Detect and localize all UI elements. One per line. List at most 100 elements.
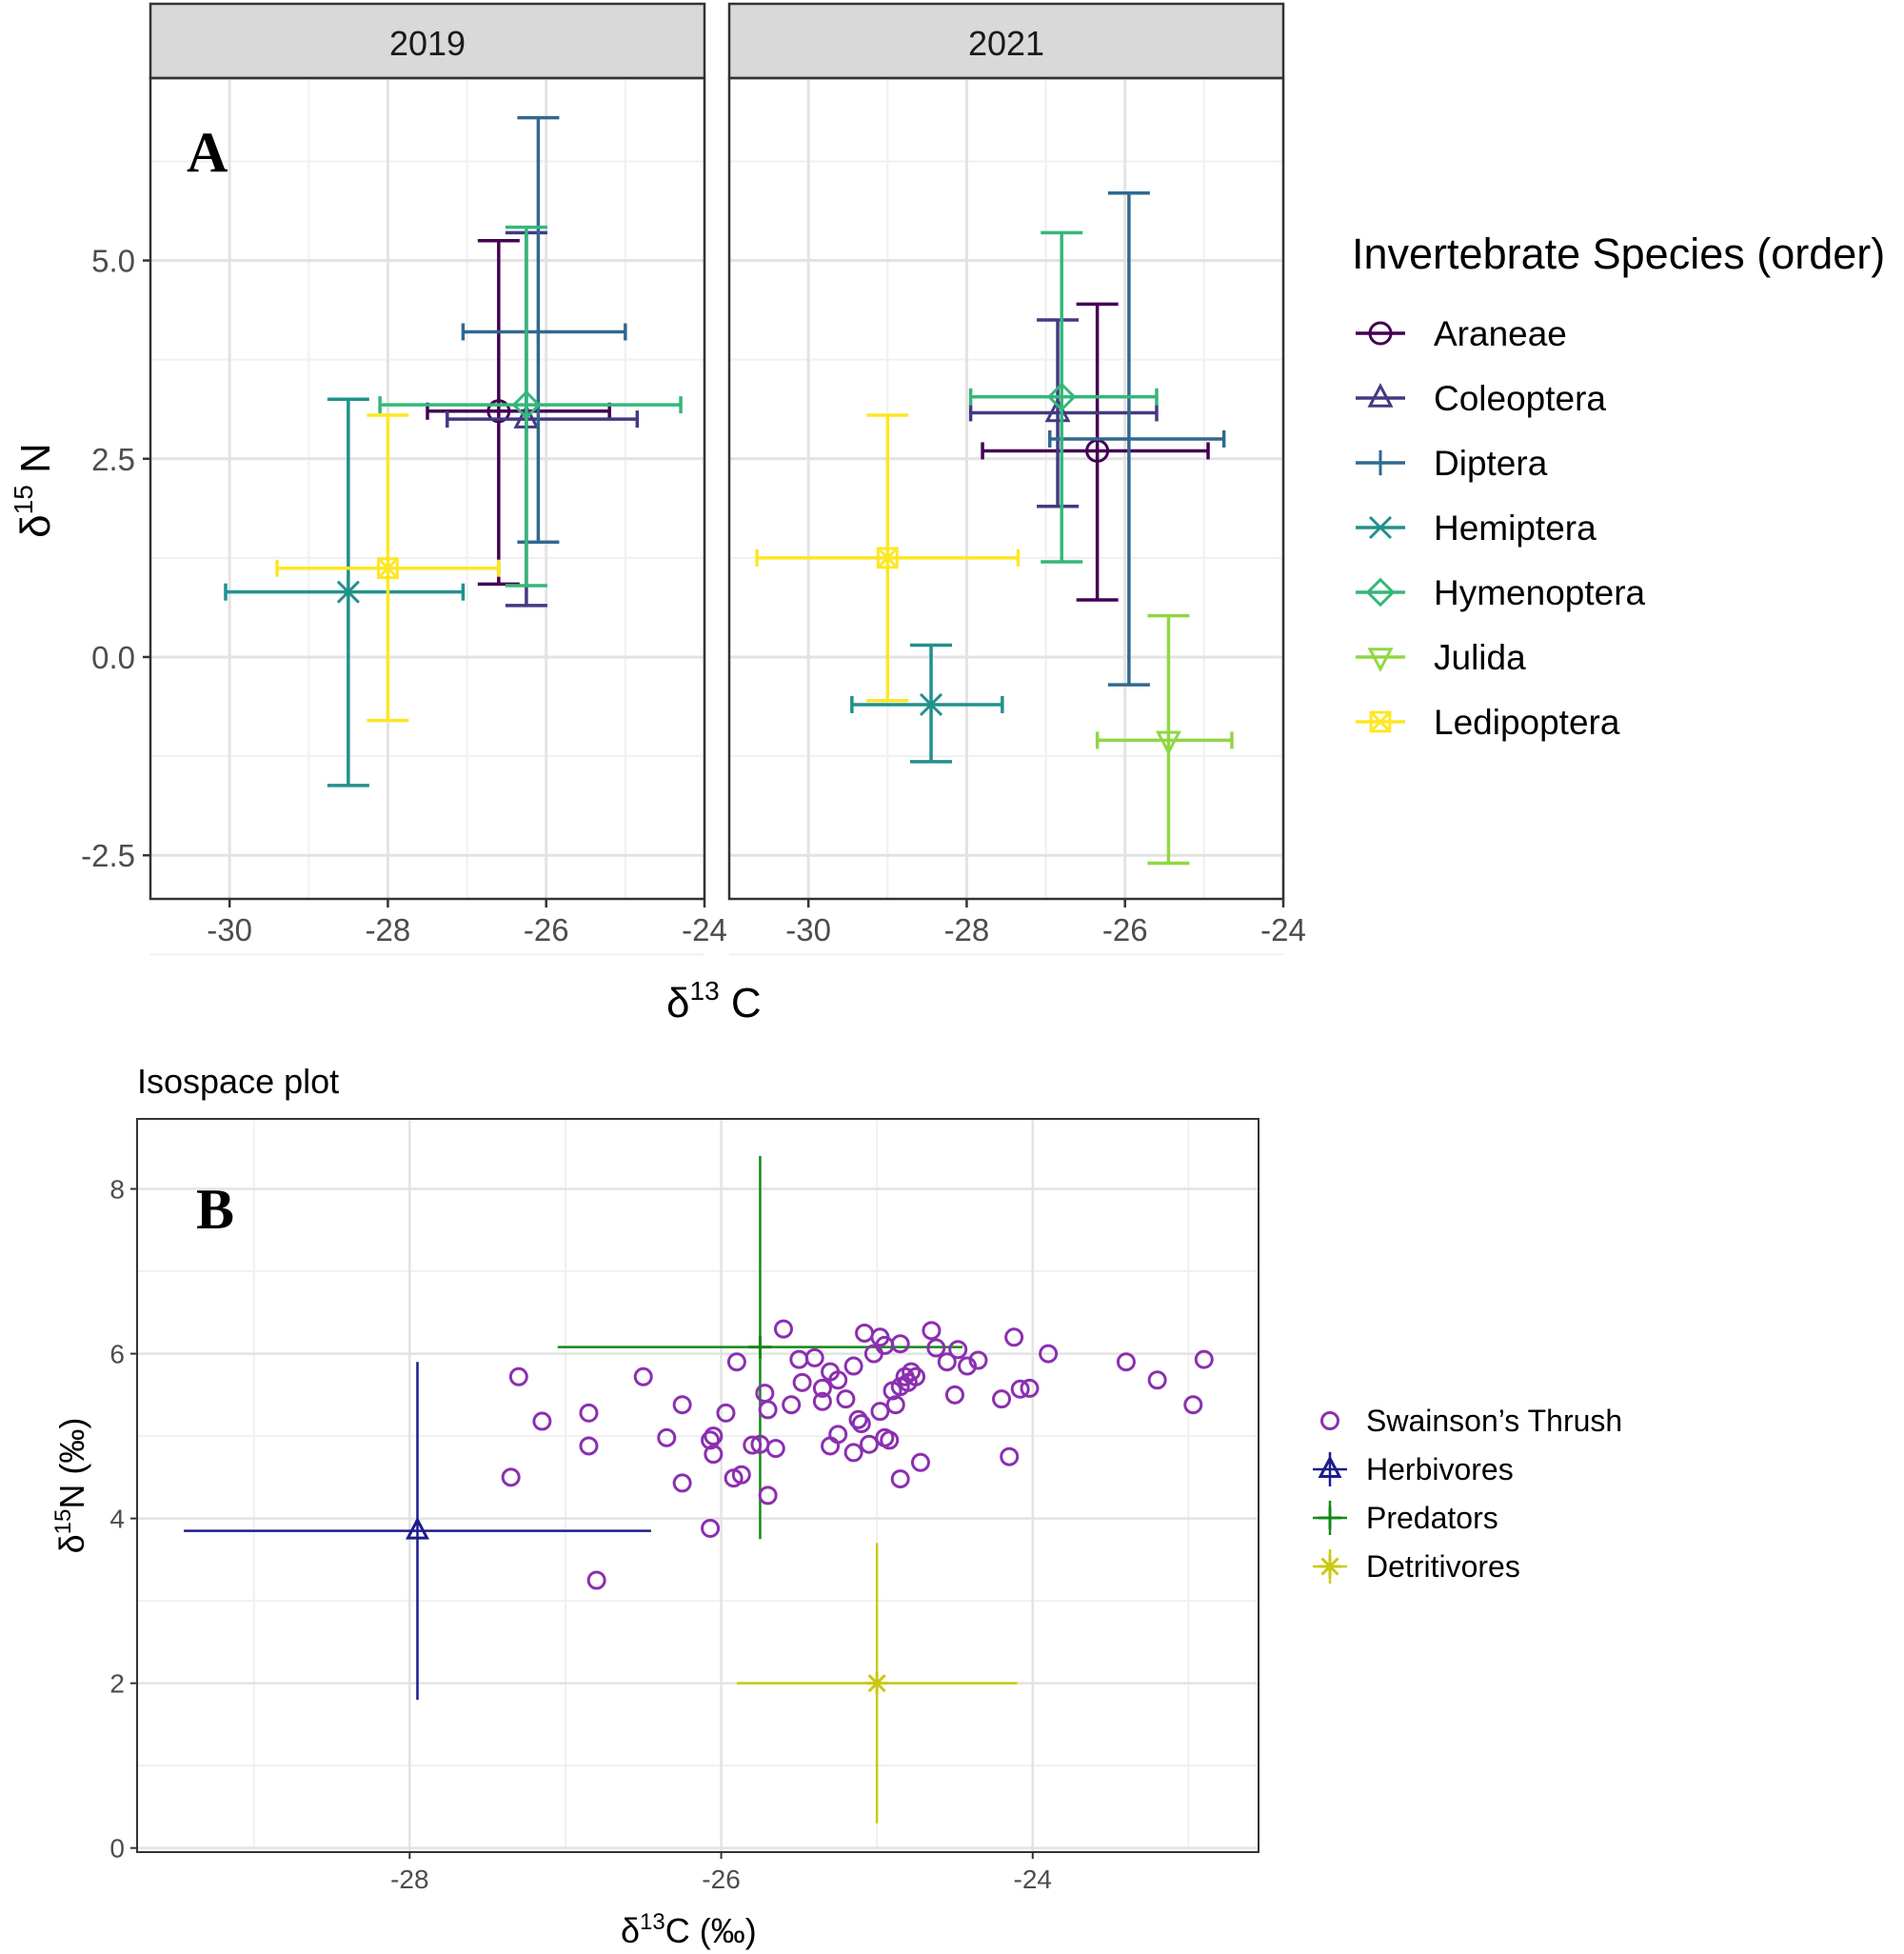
- thrush-point: [672, 1473, 692, 1493]
- thrush-point: [579, 1436, 599, 1456]
- panel-border-2019: [149, 76, 706, 901]
- hymenoptera-2019-marker: [511, 389, 542, 420]
- thrush-point: [992, 1389, 1012, 1409]
- legend-label: Hemiptera: [1434, 508, 1597, 548]
- legend-item-detritivores: Detritivores: [1313, 1549, 1520, 1584]
- thrush-point: [859, 1434, 879, 1454]
- legend-key-herbivores-icon-tri: [1318, 1455, 1342, 1478]
- x-tick-label: -26: [702, 1864, 740, 1894]
- x-tick-label: -30: [785, 912, 831, 947]
- legend-label: Herbivores: [1366, 1452, 1514, 1486]
- y-tick-label: -2.5: [81, 838, 135, 873]
- thrush-point: [870, 1402, 890, 1422]
- thrush-point: [948, 1340, 968, 1360]
- thrush-point: [902, 1362, 922, 1382]
- hymenoptera-2021-marker: [1046, 382, 1077, 412]
- x-tick-label: -24: [1014, 1864, 1052, 1894]
- axis-ticks-b: 0 2 4 6 8 -28 -26 -24: [109, 1175, 1052, 1894]
- thrush-point: [701, 1518, 721, 1538]
- y-tick-label: 2.5: [91, 442, 135, 477]
- detritivores-marker-stroke: [867, 1674, 886, 1693]
- legend-item-swainson-s-thrush: Swainson’s Thrush: [1320, 1404, 1622, 1438]
- thrush-point: [906, 1366, 926, 1386]
- legend-item-ledipoptera: Ledipoptera: [1356, 703, 1620, 742]
- panel-letter-a: A: [187, 121, 228, 184]
- thrush-point: [851, 1414, 871, 1434]
- legend-item-coleoptera: Coleoptera: [1356, 379, 1606, 418]
- legend-item-diptera: Diptera: [1356, 444, 1548, 483]
- legend-label: Ledipoptera: [1434, 703, 1620, 742]
- x-tick-label: -30: [207, 912, 252, 947]
- thrush-point: [579, 1403, 599, 1423]
- thrush-point: [1020, 1378, 1040, 1398]
- legend-key-diptera-icon: [1367, 449, 1394, 476]
- legend-key-coleoptera-icon-tri: [1367, 383, 1394, 408]
- thrush-point: [704, 1426, 724, 1446]
- legend-key-araneae-icon-ring: [1368, 321, 1393, 346]
- thrush-point: [508, 1366, 528, 1386]
- x-tick-label: -28: [390, 1864, 428, 1894]
- thrush-point: [701, 1430, 721, 1450]
- x-tick-label: -24: [682, 912, 727, 947]
- thrush-point: [821, 1436, 841, 1456]
- y-tick-label: 0.0: [91, 640, 135, 675]
- thrush-point: [1039, 1344, 1059, 1364]
- plot-title-b: Isospace plot: [137, 1062, 339, 1101]
- diptera-2021-point: [1047, 191, 1226, 687]
- legend-item-araneae: Araneae: [1356, 314, 1567, 353]
- herbivores-point: [184, 1362, 651, 1700]
- thrush-point: [855, 1323, 875, 1343]
- legend-key-predators-icon: [1319, 1506, 1341, 1529]
- araneae-2021-point: [981, 302, 1210, 602]
- thrush-point: [743, 1435, 763, 1455]
- facet-label-2021: 2021: [968, 24, 1044, 63]
- legend-label: Julida: [1434, 638, 1526, 677]
- thrush-point: [843, 1356, 863, 1376]
- legend-item-hemiptera: Hemiptera: [1356, 508, 1597, 548]
- thrush-point: [885, 1395, 905, 1415]
- legend-a: Araneae Coleoptera Diptera Hemiptera Hymenop…: [1356, 314, 1646, 742]
- thrush-point: [1194, 1349, 1214, 1369]
- thrush-point: [890, 1334, 910, 1354]
- panel-letter-b: B: [196, 1178, 234, 1241]
- facet-label-2019: 2019: [389, 24, 466, 63]
- ledipoptera-2021-marker-stroke: [877, 547, 899, 568]
- detritivores-point: [736, 1543, 1018, 1824]
- hemiptera-2021-marker: [919, 692, 943, 717]
- coleoptera-2019-point: [446, 230, 640, 608]
- legend-b: Swainson’s Thrush Herbivores Predators Detr…: [1313, 1404, 1622, 1584]
- araneae-2019-point: [426, 238, 611, 587]
- thrush-point: [828, 1425, 848, 1445]
- y-tick-label: 0: [109, 1834, 125, 1864]
- thrush-point: [792, 1372, 812, 1392]
- legend-key-julida-icon-tri: [1367, 648, 1394, 672]
- thrush-point: [704, 1445, 724, 1465]
- hymenoptera-2019-point: [378, 225, 683, 588]
- hymenoptera-2019-marker-dia: [511, 389, 542, 420]
- ledipoptera-2021-marker: [876, 547, 899, 569]
- legend-key-hymenoptera-icon-dia: [1365, 577, 1396, 608]
- legend-label: Araneae: [1434, 314, 1567, 353]
- legend-key-hymenoptera-icon: [1365, 577, 1396, 608]
- thrush-point: [812, 1391, 832, 1411]
- thrush-point: [958, 1356, 978, 1376]
- panel-a: 2019 2021 -2.50.02.55.0-30 -28 -26 -24 -30 -2…: [9, 2, 1885, 1027]
- marks-b: [184, 1155, 1214, 1824]
- thrush-point: [828, 1370, 848, 1390]
- x-tick-label: -24: [1260, 912, 1306, 947]
- ledipoptera-2019-marker: [377, 557, 399, 580]
- y-tick-label: 5.0: [91, 244, 135, 279]
- diptera-2019-point: [461, 115, 627, 544]
- legend-key-coleoptera-icon: [1367, 383, 1394, 408]
- legend-key-julida-icon: [1367, 648, 1394, 672]
- araneae-2019-marker-ring: [486, 399, 511, 424]
- legend-label: Diptera: [1434, 444, 1548, 483]
- thrush-point: [836, 1389, 856, 1409]
- julida-2021-marker-tri: [1155, 730, 1181, 756]
- x-tick-label: -28: [366, 912, 411, 947]
- legend-label: Hymenoptera: [1434, 573, 1646, 612]
- thrush-point: [1004, 1327, 1024, 1347]
- herbivores-marker: [406, 1516, 429, 1540]
- thrush-point: [1010, 1379, 1030, 1399]
